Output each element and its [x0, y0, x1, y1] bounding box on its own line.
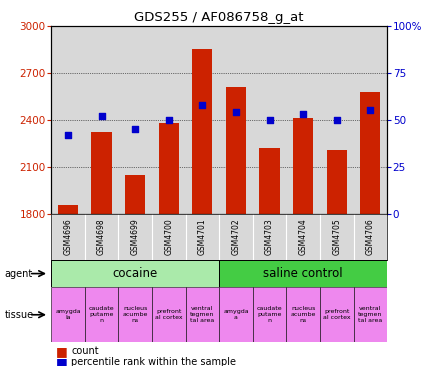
Point — [333, 117, 340, 123]
Bar — [58, 205, 78, 214]
Point — [132, 126, 139, 132]
Text: ■: ■ — [56, 356, 67, 366]
Bar — [51, 260, 219, 287]
Point — [98, 113, 105, 119]
Bar — [360, 92, 380, 214]
Text: GSM4696: GSM4696 — [64, 219, 73, 255]
Bar — [219, 287, 253, 342]
Text: nucleus
acumbe
ns: nucleus acumbe ns — [122, 306, 148, 323]
Text: prefront
al cortex: prefront al cortex — [323, 309, 351, 320]
Bar — [159, 123, 179, 214]
Bar — [327, 150, 347, 214]
Point — [199, 102, 206, 108]
Text: cocaine: cocaine — [113, 267, 158, 280]
Bar — [226, 87, 246, 214]
Bar — [253, 287, 287, 342]
Text: GSM4704: GSM4704 — [299, 219, 307, 255]
Text: GSM4698: GSM4698 — [97, 219, 106, 255]
Text: amygda
la: amygda la — [55, 309, 81, 320]
Bar — [293, 118, 313, 214]
Point — [232, 109, 239, 115]
Bar — [353, 287, 387, 342]
Text: amygda
a: amygda a — [223, 309, 249, 320]
Text: caudate
putame
n: caudate putame n — [257, 306, 283, 323]
Bar — [219, 260, 387, 287]
Point — [367, 108, 374, 113]
Title: GDS255 / AF086758_g_at: GDS255 / AF086758_g_at — [134, 11, 304, 25]
Bar — [92, 132, 112, 214]
Text: agent: agent — [4, 269, 32, 279]
Point — [65, 132, 72, 138]
Text: GSM4699: GSM4699 — [131, 219, 140, 255]
Text: ventral
tegmen
tal area: ventral tegmen tal area — [358, 306, 383, 323]
Bar — [259, 148, 279, 214]
Bar — [51, 287, 85, 342]
Text: GSM4700: GSM4700 — [164, 219, 173, 255]
Text: caudate
putame
n: caudate putame n — [89, 306, 114, 323]
Bar — [320, 287, 354, 342]
Point — [165, 117, 172, 123]
Point — [299, 111, 307, 117]
Bar — [186, 287, 219, 342]
Text: ■: ■ — [56, 345, 67, 358]
Text: tissue: tissue — [4, 310, 33, 320]
Text: saline control: saline control — [263, 267, 343, 280]
Text: prefront
al cortex: prefront al cortex — [155, 309, 182, 320]
Bar — [287, 287, 320, 342]
Bar — [118, 287, 152, 342]
Text: count: count — [71, 346, 99, 356]
Text: nucleus
acumbe
ns: nucleus acumbe ns — [291, 306, 316, 323]
Bar — [152, 287, 186, 342]
Text: GSM4705: GSM4705 — [332, 219, 341, 255]
Text: GSM4706: GSM4706 — [366, 219, 375, 255]
Bar — [192, 49, 212, 214]
Text: GSM4703: GSM4703 — [265, 219, 274, 255]
Point — [266, 117, 273, 123]
Bar — [125, 175, 145, 214]
Text: percentile rank within the sample: percentile rank within the sample — [71, 357, 236, 366]
Text: GSM4702: GSM4702 — [231, 219, 240, 255]
Text: ventral
tegmen
tal area: ventral tegmen tal area — [190, 306, 214, 323]
Bar — [85, 287, 118, 342]
Text: GSM4701: GSM4701 — [198, 219, 207, 255]
